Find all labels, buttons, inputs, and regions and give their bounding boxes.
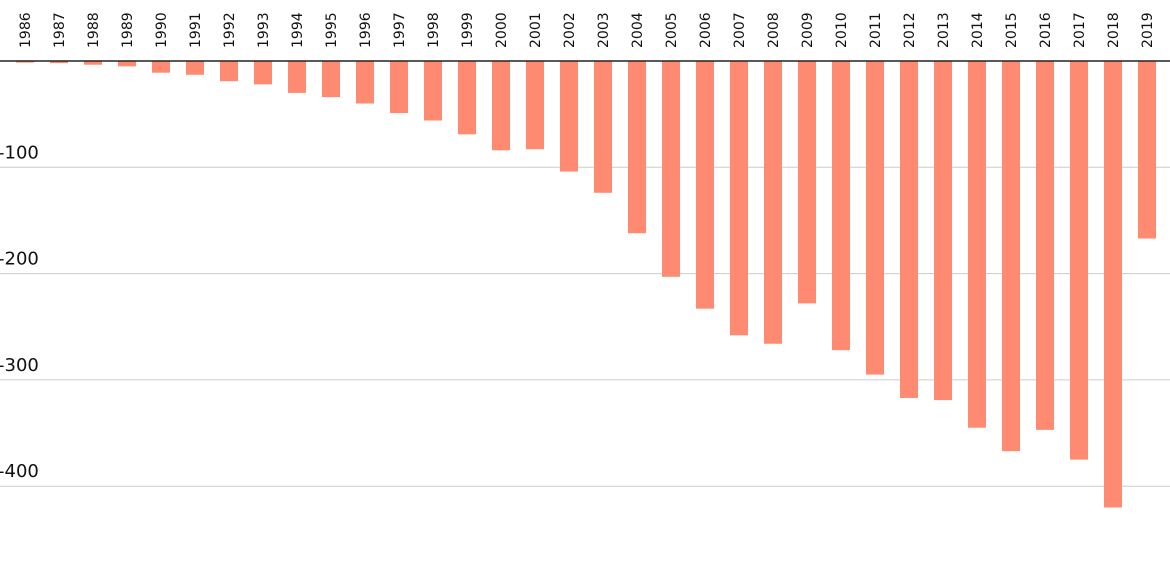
bar-2007 [730, 61, 748, 336]
category-label-1992: 1992 [222, 12, 238, 48]
bar-2011 [866, 61, 884, 375]
bar-1993 [254, 61, 272, 85]
category-label-2005: 2005 [664, 12, 680, 48]
category-label-2000: 2000 [494, 12, 510, 48]
category-label-1990: 1990 [154, 12, 170, 48]
bar-1988 [84, 61, 102, 65]
category-label-1996: 1996 [358, 12, 374, 48]
bar-1987 [50, 61, 68, 64]
bar-1991 [186, 61, 204, 75]
bar-2002 [560, 61, 578, 172]
category-label-2018: 2018 [1106, 12, 1122, 48]
category-label-2004: 2004 [630, 12, 646, 48]
category-label-2007: 2007 [732, 12, 748, 48]
bar-1995 [322, 61, 340, 98]
category-label-2016: 2016 [1038, 12, 1054, 48]
bar-1999 [458, 61, 476, 135]
bar-2012 [900, 61, 918, 398]
bar-1997 [390, 61, 408, 114]
bar-2018 [1104, 61, 1122, 508]
bar-2014 [968, 61, 986, 428]
category-label-2010: 2010 [834, 12, 850, 48]
y-tick-label: -300 [0, 355, 39, 376]
gridlines [0, 166, 1170, 487]
y-tick-label: -400 [0, 461, 39, 482]
category-label-1999: 1999 [460, 12, 476, 48]
category-label-1989: 1989 [120, 12, 136, 48]
category-label-1998: 1998 [426, 12, 442, 48]
category-label-1986: 1986 [18, 12, 34, 48]
y-tick-labels: -100 -200 -300 -400 [0, 142, 39, 482]
category-label-1987: 1987 [52, 12, 68, 48]
bar-2010 [832, 61, 850, 351]
category-label-2012: 2012 [902, 12, 918, 48]
bar-2000 [492, 61, 510, 151]
bar-2009 [798, 61, 816, 304]
y-tick-label: -100 [0, 142, 39, 163]
category-label-2009: 2009 [800, 12, 816, 48]
category-label-1988: 1988 [86, 12, 102, 48]
bar-2013 [934, 61, 952, 401]
bar-1990 [152, 61, 170, 73]
bar-2019 [1138, 61, 1156, 239]
category-label-1993: 1993 [256, 12, 272, 48]
bar-2017 [1070, 61, 1088, 460]
category-label-2013: 2013 [936, 12, 952, 48]
category-label-2011: 2011 [868, 12, 884, 48]
bar-2005 [662, 61, 680, 277]
bar-1989 [118, 61, 136, 67]
bar-2006 [696, 61, 714, 309]
bar-2004 [628, 61, 646, 234]
y-tick-label: -200 [0, 249, 39, 270]
category-label-2017: 2017 [1072, 12, 1088, 48]
category-label-2008: 2008 [766, 12, 782, 48]
category-label-1991: 1991 [188, 12, 204, 48]
bars [16, 61, 1156, 508]
category-label-2006: 2006 [698, 12, 714, 48]
bar-1998 [424, 61, 442, 121]
category-label-1997: 1997 [392, 12, 408, 48]
category-label-2002: 2002 [562, 12, 578, 48]
bar-2001 [526, 61, 544, 150]
category-label-2019: 2019 [1140, 12, 1156, 48]
category-label-1995: 1995 [324, 12, 340, 48]
category-label-2001: 2001 [528, 12, 544, 48]
category-label-2003: 2003 [596, 12, 612, 48]
category-label-1994: 1994 [290, 12, 306, 48]
category-labels: 1986 1987 1988 1989 1990 1991 1992 1993 1994 1995… [18, 12, 1156, 48]
bar-1996 [356, 61, 374, 104]
bar-1994 [288, 61, 306, 93]
bar-2008 [764, 61, 782, 344]
bar-2003 [594, 61, 612, 193]
bar-1992 [220, 61, 238, 82]
bar-2016 [1036, 61, 1054, 430]
bar-2015 [1002, 61, 1020, 452]
category-label-2015: 2015 [1004, 12, 1020, 48]
bar-1986 [16, 61, 34, 63]
category-label-2014: 2014 [970, 12, 986, 48]
